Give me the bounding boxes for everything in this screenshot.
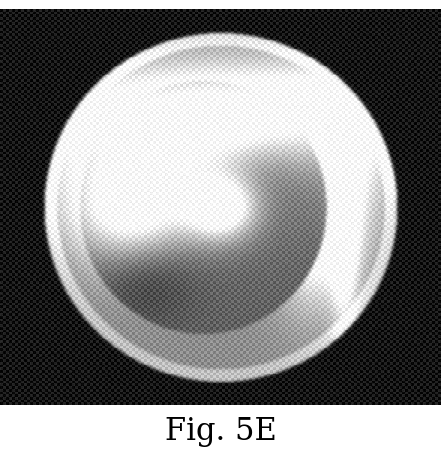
Text: Fig. 5E: Fig. 5E: [164, 416, 277, 447]
